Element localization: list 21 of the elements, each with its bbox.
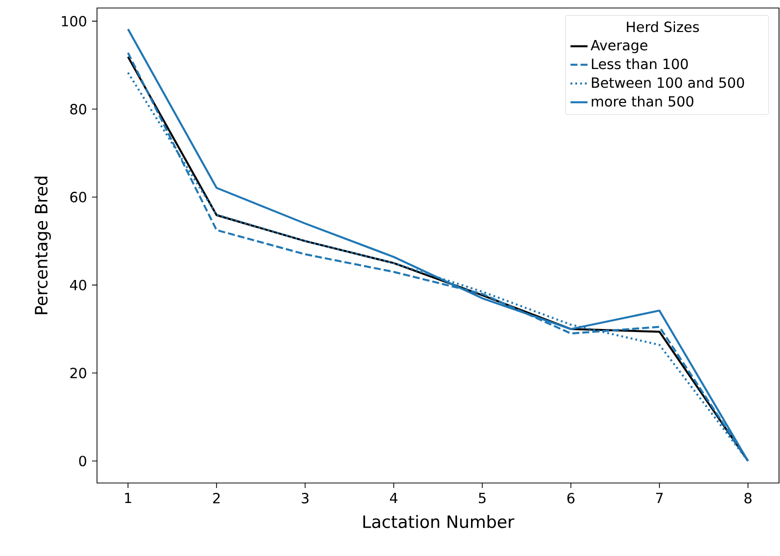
x-tick-label: 3 <box>302 492 308 504</box>
x-tick-label: 4 <box>390 492 398 504</box>
x-tick-label: 7 <box>656 492 663 504</box>
y-axis-title: Percentage Bred <box>34 176 51 314</box>
legend-label: Between 100 and 500 <box>592 77 744 88</box>
x-axis-title: Lactation Number <box>363 514 514 528</box>
x-tick-label: 1 <box>125 492 132 504</box>
legend-title: Herd Sizes <box>626 21 699 32</box>
x-tick-label: 2 <box>213 492 220 504</box>
legend-label: Less than 100 <box>592 58 688 70</box>
legend-label: Average <box>590 40 648 54</box>
x-tick-label: 5 <box>478 492 486 504</box>
y-tick-label: 0 <box>79 456 86 466</box>
x-tick-label: 6 <box>567 492 574 504</box>
legend-label: more than 500 <box>592 96 694 107</box>
y-tick-label: 20 <box>70 368 86 378</box>
y-tick-label: 80 <box>70 104 86 114</box>
x-tick-label: 8 <box>744 492 752 504</box>
y-tick-label: 40 <box>70 280 86 290</box>
y-tick-label: 100 <box>62 16 86 26</box>
y-tick-label: 60 <box>70 192 86 202</box>
